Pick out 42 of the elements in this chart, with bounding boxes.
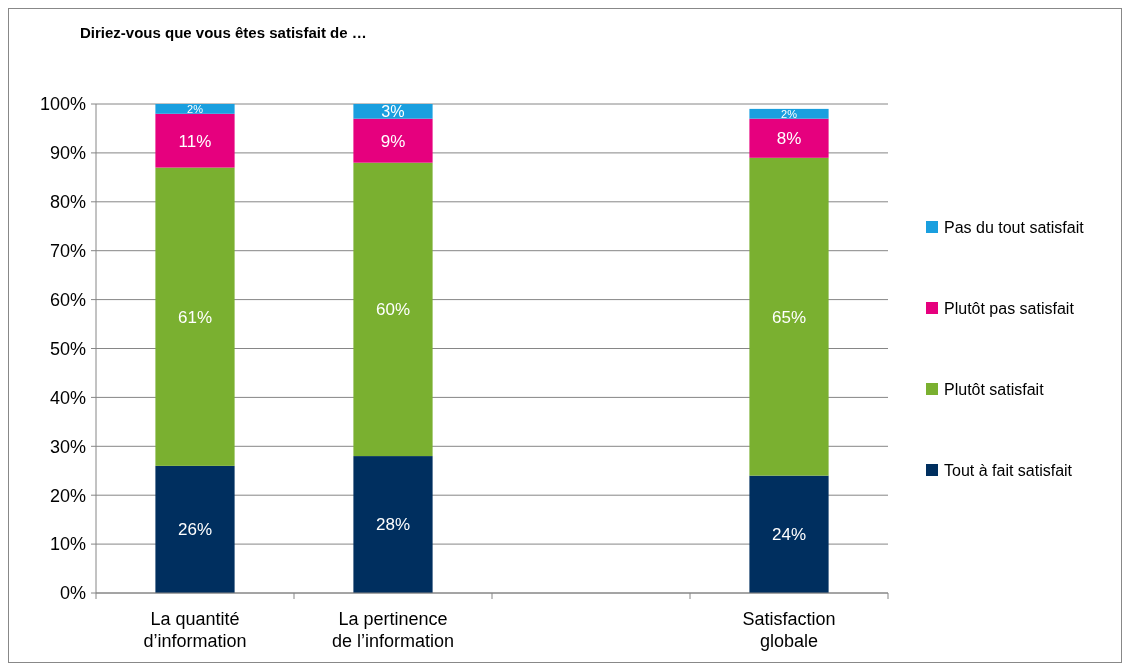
y-tick-label: 70% — [49, 241, 86, 261]
data-label: 3% — [381, 101, 405, 120]
y-tick-label: 10% — [49, 534, 86, 555]
data-label: 26% — [177, 520, 213, 540]
bar — [155, 465, 235, 593]
y-tick-label: 50% — [49, 338, 86, 359]
legend-label: Pas du tout satisfait — [944, 218, 1085, 236]
y-tick-label: 40% — [49, 387, 86, 408]
data-label: 11% — [178, 131, 212, 151]
bar — [155, 167, 235, 466]
data-label: 28% — [375, 515, 411, 535]
bar — [353, 456, 433, 593]
x-tick-label: La pertinence de l’information — [331, 609, 455, 651]
y-tick-label: 60% — [49, 289, 86, 310]
bar — [749, 475, 829, 593]
legend-label: Tout à fait satisfait — [944, 461, 1073, 479]
data-label: 2% — [187, 102, 204, 115]
legend-label: Plutôt pas satisfait — [944, 299, 1075, 317]
data-label: 8% — [776, 129, 802, 149]
x-tick-label: La quantité d’information — [143, 609, 247, 651]
y-tick-label: 80% — [49, 192, 86, 213]
legend-label: Plutôt satisfait — [944, 380, 1045, 398]
x-tick-label: Satisfaction globale — [742, 609, 836, 651]
y-tick-label: 100% — [39, 94, 86, 115]
bar — [155, 104, 235, 114]
chart-title: Diriez-vous que vous êtes satisfait de … — [80, 24, 367, 41]
data-label: 2% — [781, 107, 798, 120]
data-label: 9% — [380, 131, 406, 151]
bar — [749, 157, 829, 476]
y-tick-label: 30% — [49, 436, 86, 457]
data-label: 60% — [375, 300, 411, 320]
data-label: 24% — [771, 525, 807, 545]
bar — [155, 113, 235, 168]
bar — [353, 162, 433, 457]
bar — [353, 118, 433, 163]
data-label: 65% — [771, 307, 807, 327]
y-tick-label: 20% — [49, 485, 86, 506]
data-label: 61% — [177, 307, 213, 327]
bar — [749, 118, 829, 158]
y-tick-label: 0% — [59, 583, 86, 604]
bar — [749, 108, 829, 119]
y-tick-label: 90% — [49, 143, 86, 164]
